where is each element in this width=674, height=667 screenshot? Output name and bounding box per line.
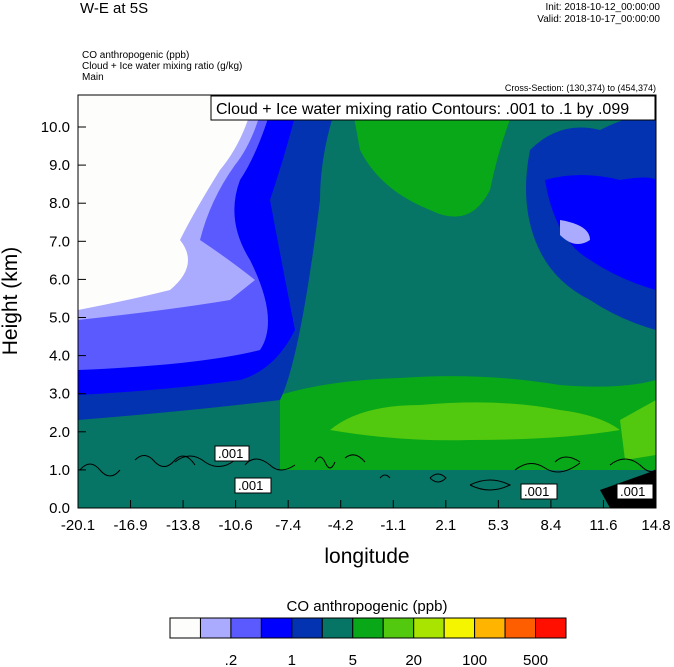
contour-info-box	[210, 95, 656, 121]
contour-label-boxes	[214, 445, 654, 500]
contour-label: .001	[238, 478, 263, 493]
field-main: Main	[82, 72, 104, 83]
y-tick-label: 0.0	[49, 500, 70, 517]
colorbar-swatch	[321, 617, 354, 639]
colorbar-swatch	[443, 617, 476, 639]
co-band-lightgreen-2	[620, 400, 656, 460]
colorbar-title: CO anthropogenic (ppb)	[287, 598, 448, 615]
colorbar-swatch	[230, 617, 262, 639]
y-tick-label: 2.0	[49, 424, 70, 441]
colorbar-swatch	[199, 617, 232, 639]
colorbar-label: 1	[288, 652, 296, 667]
y-axis-label: Height (km)	[0, 247, 22, 356]
x-tick-label: 11.6	[589, 517, 617, 534]
colorbar-label: 5	[349, 652, 357, 667]
cross-section-label: Cross-Section: (130,374) to (454,374)	[504, 83, 656, 93]
y-tick-label: 9.0	[49, 157, 70, 174]
co-band-lightgreen	[330, 402, 620, 441]
co-field	[78, 95, 656, 508]
x-tick-label: 8.4	[540, 517, 561, 534]
co-band-white	[78, 95, 255, 310]
field-co: CO anthropogenic (ppb)	[82, 50, 190, 61]
x-tick-label: -13.8	[166, 517, 200, 534]
colorbar-swatch	[413, 617, 445, 639]
valid-time: Valid: 2018-10-17_00:00:00	[537, 14, 660, 25]
contour-label: .001	[620, 484, 645, 499]
y-tick-label: 10.0	[41, 119, 70, 136]
y-tick-label: 1.0	[49, 462, 70, 479]
y-tick-label: 5.0	[49, 310, 70, 327]
plot-title: W-E at 5S	[80, 0, 149, 17]
axis-ticks: -20.1 -16.9 -13.8 -10.6 -7.4 -4.2 -1.1 2.1 5.3 8.…	[41, 119, 671, 534]
co-band-right-lightblue	[560, 220, 590, 244]
x-tick-label: 2.1	[435, 517, 456, 534]
y-tick-label: 7.0	[49, 233, 70, 250]
x-tick-label: -16.9	[113, 517, 147, 534]
cloud-contours	[79, 454, 656, 491]
contour-info: Cloud + Ice water mixing ratio Contours:…	[216, 101, 629, 118]
colorbar-swatch	[352, 617, 384, 639]
colorbar-swatch	[474, 617, 506, 639]
x-tick-label: -7.4	[275, 517, 301, 534]
colorbar-swatch	[291, 617, 323, 639]
x-tick-label: 14.8	[641, 517, 670, 534]
run-times: Init: 2018-10-12_00:00:00 Valid: 2018-10-…	[537, 2, 660, 26]
x-tick-label: 5.3	[488, 517, 509, 534]
field-cloud: Cloud + Ice water mixing ratio (g/kg)	[82, 61, 243, 72]
colorbar-swatch	[382, 617, 415, 639]
x-tick-label: -1.1	[380, 517, 406, 534]
colorbar-swatch	[535, 617, 567, 639]
colorbar: .2 1 5 20 100 500	[169, 617, 567, 667]
x-tick-label: -10.6	[219, 517, 253, 534]
colorbar-swatch	[169, 617, 201, 639]
y-tick-label: 4.0	[49, 348, 70, 365]
y-tick-label: 8.0	[49, 195, 70, 212]
co-band-right-blue	[545, 175, 656, 290]
colorbar-label: 20	[405, 652, 422, 667]
contour-label: .001	[524, 484, 549, 499]
colorbar-swatch	[260, 617, 293, 639]
colorbar-swatch	[504, 617, 537, 639]
x-tick-label: -20.1	[61, 517, 95, 534]
x-axis-label: longitude	[324, 545, 409, 568]
x-tick-label: -4.2	[328, 517, 354, 534]
colorbar-label: .2	[225, 652, 238, 667]
colorbar-label: 500	[523, 652, 548, 667]
colorbar-label: 100	[462, 652, 487, 667]
y-tick-label: 6.0	[49, 271, 70, 288]
plot-frame	[77, 94, 657, 509]
y-tick-label: 3.0	[49, 386, 70, 403]
field-list: CO anthropogenic (ppb) Cloud + Ice water…	[82, 50, 242, 83]
init-time: Init: 2018-10-12_00:00:00	[545, 2, 660, 13]
co-band-top-green	[350, 95, 520, 217]
contour-label: .001	[218, 446, 243, 461]
